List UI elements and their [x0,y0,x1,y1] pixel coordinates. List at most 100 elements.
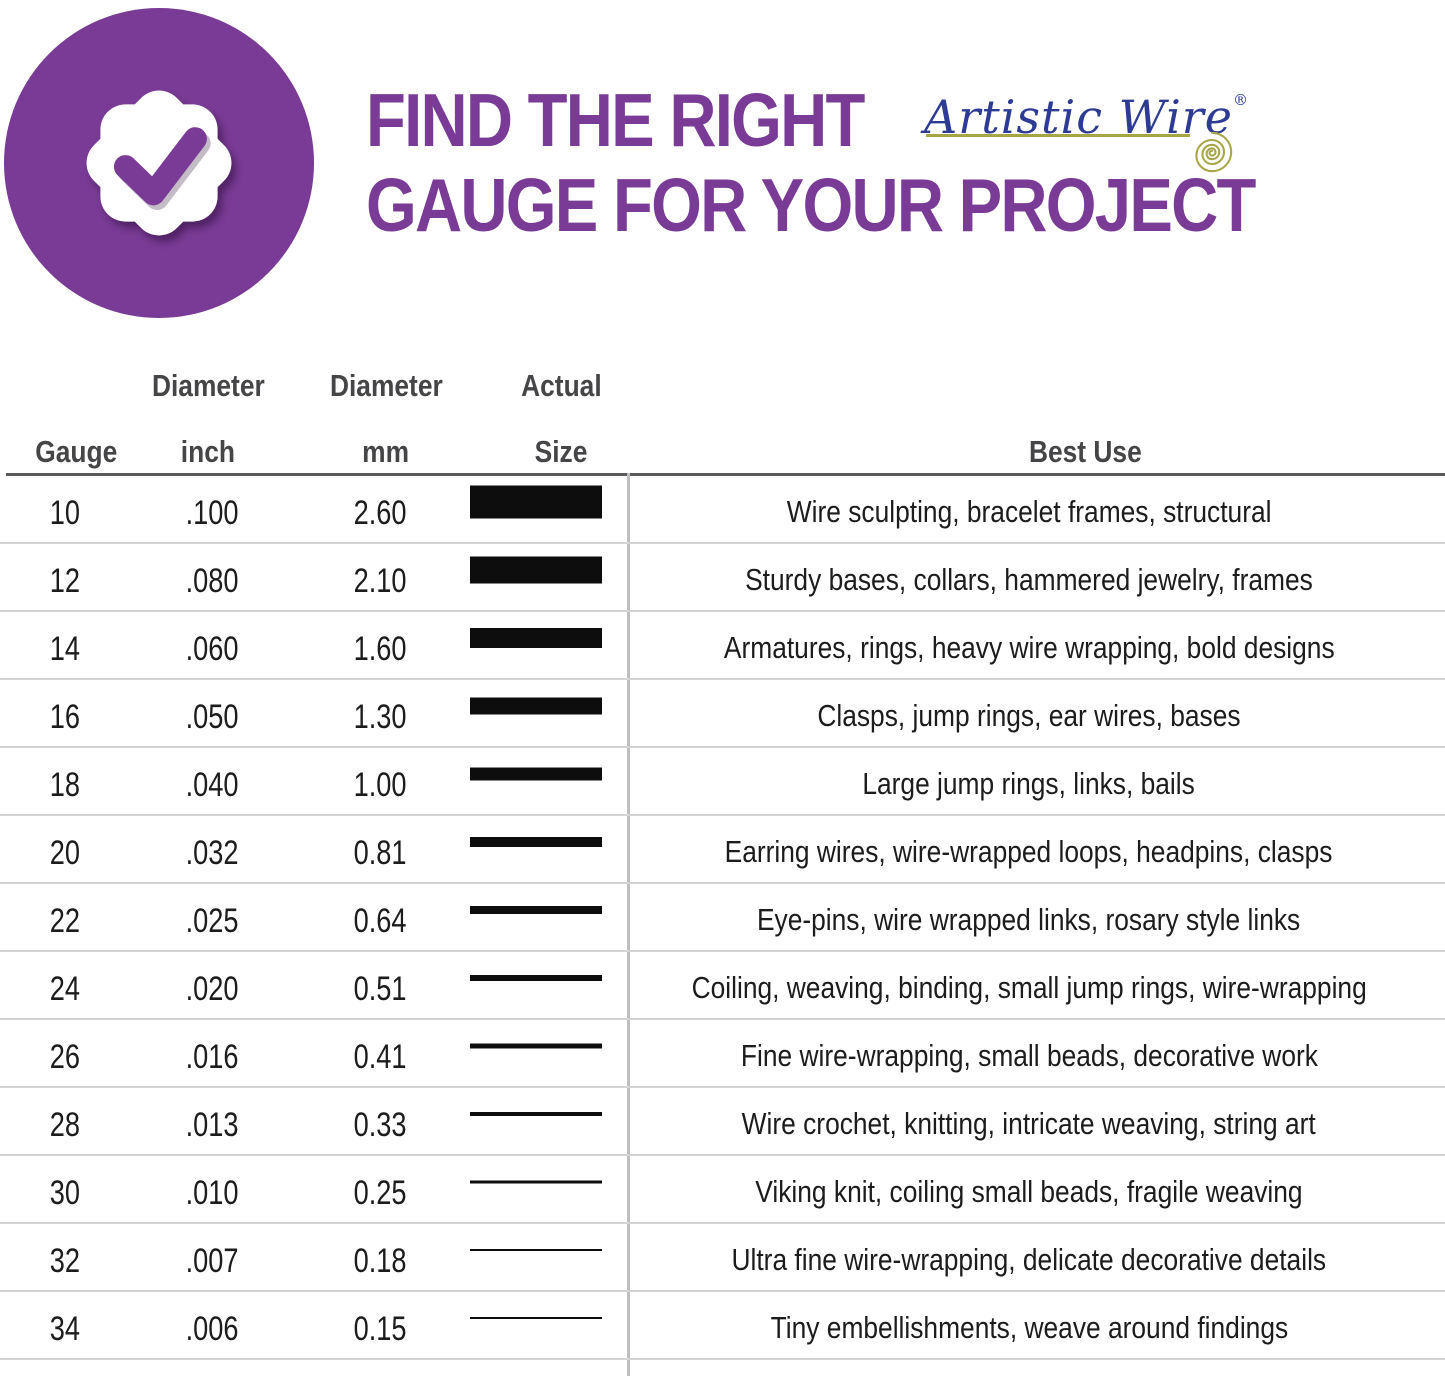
gauge-cell: 28 [49,1105,81,1144]
best-use-cell: Clasps, jump rings, ear wires, bases [817,698,1241,733]
gauge-cell: 12 [49,561,81,600]
best-use-cell: Large jump rings, links, bails [862,766,1196,801]
logo-underline [926,134,1190,137]
actual-size-bar [470,1180,602,1184]
wire-spiral-icon [1195,131,1233,173]
table-row: 20 .032 0.81 Earring wires, wire-wrapped lo… [0,816,1445,884]
table-row: 16 .050 1.30 Clasps, jump rings, ear wires,… [0,680,1445,748]
table-row: 22 .025 0.64 Eye-pins, wire wrapped links, … [0,884,1445,952]
page-title-line2: GAUGE FOR YOUR PROJECT [366,163,1256,247]
best-use-cell: Tiny embellishments, weave around findin… [770,1310,1288,1345]
diameter-inch-cell: .025 [186,901,239,940]
diameter-mm-cell: 0.81 [354,833,407,872]
diameter-inch-cell: .040 [186,765,239,804]
diameter-mm-cell: 1.30 [354,697,407,736]
gauge-cell: 18 [49,765,81,804]
gauge-cell: 20 [49,833,81,872]
page-title-line1: FIND THE RIGHT [366,78,865,162]
diameter-inch-cell: .100 [186,493,239,532]
gauge-cell: 30 [49,1173,81,1212]
best-use-cell: Coiling, weaving, binding, small jump ri… [691,970,1367,1005]
actual-size-bar [470,975,602,981]
diameter-mm-cell: 0.33 [354,1105,407,1144]
col-header-gauge: Gauge [35,434,117,469]
actual-size-bar [470,767,602,781]
registered-mark: ® [1233,91,1248,109]
diameter-inch-cell: .007 [186,1241,239,1280]
diameter-inch-cell: .013 [186,1105,239,1144]
gauge-cell: 14 [49,629,81,668]
diameter-inch-cell: .020 [186,969,239,1008]
diameter-mm-cell: 0.51 [354,969,407,1008]
diameter-inch-cell: .032 [186,833,239,872]
actual-size-bar [470,1112,602,1116]
col-header-best-use: Best Use [1028,434,1142,469]
diameter-inch-cell: .016 [186,1037,239,1076]
verified-checkmark-badge-icon [86,90,232,236]
column-divider [627,473,630,1376]
gauge-cell: 16 [49,697,81,736]
table-row: 24 .020 0.51 Coiling, weaving, binding, sma… [0,952,1445,1020]
best-use-cell: Ultra fine wire-wrapping, delicate decor… [731,1242,1327,1277]
gauge-cell: 10 [49,493,81,532]
table-row: 12 .080 2.10 Sturdy bases, collars, hammere… [0,544,1445,612]
diameter-inch-cell: .060 [186,629,239,668]
diameter-mm-cell: 0.15 [354,1309,407,1348]
diameter-inch-cell: .006 [186,1309,239,1348]
gauge-cell: 22 [49,901,81,940]
table-row: 30 .010 0.25 Viking knit, coiling small bea… [0,1156,1445,1224]
actual-size-bar [470,1317,602,1319]
checkmark-icon [113,127,207,206]
best-use-cell: Armatures, rings, heavy wire wrapping, b… [723,630,1335,665]
col-header-mm: mm [362,434,410,469]
diameter-mm-cell: 0.64 [354,901,407,940]
header-rule [6,473,1445,476]
badge-circle [4,8,314,318]
diameter-mm-cell: 0.18 [354,1241,407,1280]
col-header-actual-top: Actual [520,368,602,403]
diameter-mm-cell: 2.60 [354,493,407,532]
table-row: 14 .060 1.60 Armatures, rings, heavy wire w… [0,612,1445,680]
diameter-inch-cell: .050 [186,697,239,736]
table-row: 28 .013 0.33 Wire crochet, knitting, intric… [0,1088,1445,1156]
best-use-cell: Wire sculpting, bracelet frames, structu… [786,494,1272,529]
table-body: 10 .100 2.60 Wire sculpting, bracelet frame… [0,476,1445,1360]
diameter-mm-cell: 0.41 [354,1037,407,1076]
diameter-inch-cell: .010 [186,1173,239,1212]
actual-size-bar [470,837,602,847]
actual-size-bar [470,1043,602,1049]
diameter-mm-cell: 0.25 [354,1173,407,1212]
best-use-cell: Eye-pins, wire wrapped links, rosary sty… [757,902,1301,937]
table-row: 10 .100 2.60 Wire sculpting, bracelet frame… [0,476,1445,544]
artistic-wire-logo: Artistic Wire® [916,88,1261,203]
diameter-mm-cell: 1.00 [354,765,407,804]
col-header-diameter-mm-top: Diameter [329,368,443,403]
table-row: 26 .016 0.41 Fine wire-wrapping, small bead… [0,1020,1445,1088]
col-header-diameter-inch-top: Diameter [151,368,265,403]
actual-size-bar [470,1249,602,1251]
diameter-mm-cell: 1.60 [354,629,407,668]
best-use-cell: Sturdy bases, collars, hammered jewelry,… [745,562,1313,597]
actual-size-bar [470,485,602,519]
best-use-cell: Fine wire-wrapping, small beads, decorat… [740,1038,1318,1073]
gauge-cell: 24 [49,969,81,1008]
gauge-cell: 32 [49,1241,81,1280]
actual-size-bar [470,906,602,914]
page-title: FIND THE RIGHT GAUGE FOR YOUR PROJECT [366,78,1256,248]
best-use-cell: Wire crochet, knitting, intricate weavin… [741,1106,1317,1141]
col-header-inch: inch [180,434,236,469]
best-use-cell: Earring wires, wire-wrapped loops, headp… [725,834,1333,869]
actual-size-bar [470,697,602,715]
diameter-inch-cell: .080 [186,561,239,600]
table-row: 18 .040 1.00 Large jump rings, links, bails [0,748,1445,816]
col-header-size: Size [534,434,588,469]
gauge-cell: 26 [49,1037,81,1076]
best-use-cell: Viking knit, coiling small beads, fragil… [755,1174,1303,1209]
gauge-cell: 34 [49,1309,81,1348]
actual-size-bar [470,556,602,584]
actual-size-bar [470,628,602,648]
diameter-mm-cell: 2.10 [354,561,407,600]
table-row: 34 .006 0.15 Tiny embellishments, weave aro… [0,1292,1445,1360]
table-row: 32 .007 0.18 Ultra fine wire-wrapping, deli… [0,1224,1445,1292]
